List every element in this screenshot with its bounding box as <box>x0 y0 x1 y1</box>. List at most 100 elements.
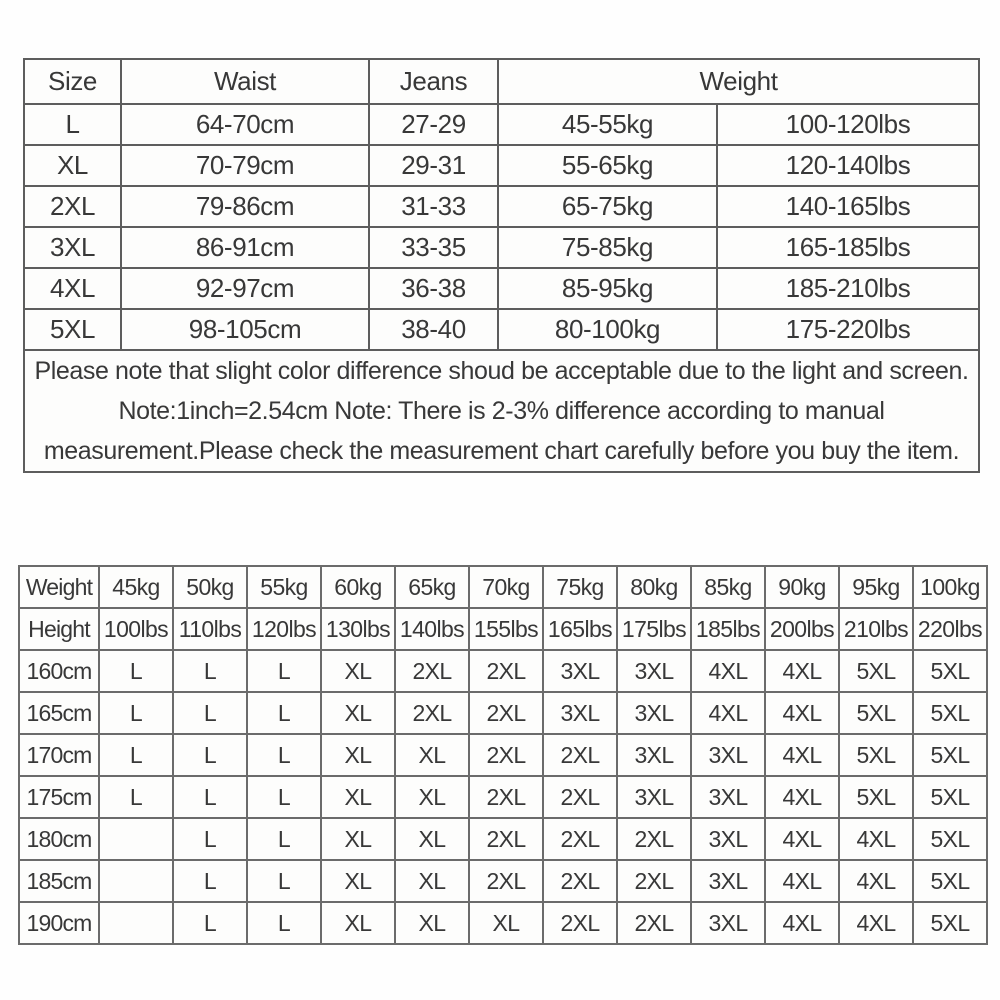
size-value-cell: 3XL <box>616 733 692 777</box>
size-value-cell: 2XL <box>616 859 692 903</box>
size-conversion-table: Size Waist Jeans Weight L 64-70cm 27-29 … <box>23 58 980 473</box>
size-value-cell: 3XL <box>690 817 766 861</box>
size-value-cell: 2XL <box>468 775 544 819</box>
size-value-cell: 2XL <box>394 691 470 735</box>
weight-kg-cell: 85-95kg <box>497 267 718 310</box>
size-value-cell: 2XL <box>468 733 544 777</box>
weight-kg-cell: 80-100kg <box>497 308 718 351</box>
size-value-cell: 2XL <box>468 859 544 903</box>
table-row: L 64-70cm 27-29 45-55kg 100-120lbs <box>23 103 980 146</box>
size-value-cell: L <box>246 817 322 861</box>
jeans-cell: 33-35 <box>368 226 499 269</box>
size-value-cell: 4XL <box>764 859 840 903</box>
jeans-cell: 29-31 <box>368 144 499 187</box>
size-value-cell: L <box>246 775 322 819</box>
size-value-cell: XL <box>394 775 470 819</box>
size-value-cell: XL <box>394 859 470 903</box>
size-value-cell <box>98 901 174 945</box>
weight-lbs-header: 140lbs <box>394 607 470 651</box>
size-value-cell: 5XL <box>838 649 914 693</box>
weight-kg-cell: 65-75kg <box>497 185 718 228</box>
jeans-cell: 27-29 <box>368 103 499 146</box>
size-value-cell: XL <box>320 733 396 777</box>
height-label-cell: Height <box>18 607 100 651</box>
table-row: 5XL 98-105cm 38-40 80-100kg 175-220lbs <box>23 308 980 351</box>
size-value-cell: 4XL <box>764 901 840 945</box>
weight-label-cell: Weight <box>18 565 100 609</box>
fit-row: 170cm L L L XL XL 2XL 2XL 3XL 3XL 4XL 5X… <box>18 733 988 777</box>
size-value-cell: 5XL <box>912 649 988 693</box>
size-value-cell: 4XL <box>690 691 766 735</box>
fit-row: 165cm L L L XL 2XL 2XL 3XL 3XL 4XL 4XL 5… <box>18 691 988 735</box>
size-value-cell: XL <box>394 733 470 777</box>
weight-lbs-cell: 120-140lbs <box>716 144 980 187</box>
size-value-cell: 4XL <box>764 733 840 777</box>
weight-lbs-cell: 140-165lbs <box>716 185 980 228</box>
waist-cell: 86-91cm <box>120 226 370 269</box>
size-value-cell: 4XL <box>838 901 914 945</box>
size-cell: 3XL <box>23 226 122 269</box>
col-header-size: Size <box>23 58 122 105</box>
size-value-cell: L <box>98 691 174 735</box>
weight-lbs-header: 130lbs <box>320 607 396 651</box>
height-cell: 175cm <box>18 775 100 819</box>
size-value-cell: 5XL <box>912 691 988 735</box>
waist-cell: 79-86cm <box>120 185 370 228</box>
weight-kg-cell: 75-85kg <box>497 226 718 269</box>
size-value-cell: 4XL <box>764 775 840 819</box>
col-header-waist: Waist <box>120 58 370 105</box>
weight-lbs-header: 175lbs <box>616 607 692 651</box>
size-value-cell: XL <box>394 817 470 861</box>
size-cell: XL <box>23 144 122 187</box>
weight-kg-header: 45kg <box>98 565 174 609</box>
fit-table-weight-lbs-row: Height 100lbs 110lbs 120lbs 130lbs 140lb… <box>18 607 988 651</box>
waist-cell: 92-97cm <box>120 267 370 310</box>
size-value-cell: L <box>98 649 174 693</box>
weight-lbs-cell: 165-185lbs <box>716 226 980 269</box>
weight-kg-header: 95kg <box>838 565 914 609</box>
weight-lbs-header: 120lbs <box>246 607 322 651</box>
size-value-cell: XL <box>320 901 396 945</box>
size-value-cell: 4XL <box>764 649 840 693</box>
notes-row: Please note that slight color difference… <box>23 349 980 473</box>
weight-kg-header: 50kg <box>172 565 248 609</box>
table-row: 4XL 92-97cm 36-38 85-95kg 185-210lbs <box>23 267 980 310</box>
size-value-cell: 2XL <box>468 691 544 735</box>
height-cell: 190cm <box>18 901 100 945</box>
size-cell: L <box>23 103 122 146</box>
waist-cell: 98-105cm <box>120 308 370 351</box>
size-value-cell: L <box>172 817 248 861</box>
weight-lbs-header: 185lbs <box>690 607 766 651</box>
weight-kg-header: 75kg <box>542 565 618 609</box>
size-value-cell: 2XL <box>616 901 692 945</box>
weight-kg-cell: 45-55kg <box>497 103 718 146</box>
size-value-cell: XL <box>320 691 396 735</box>
size-value-cell: L <box>98 733 174 777</box>
size-value-cell: XL <box>320 817 396 861</box>
height-cell: 170cm <box>18 733 100 777</box>
size-value-cell: 5XL <box>912 859 988 903</box>
size-value-cell: 2XL <box>542 775 618 819</box>
size-value-cell: L <box>172 859 248 903</box>
weight-lbs-header: 210lbs <box>838 607 914 651</box>
weight-lbs-header: 200lbs <box>764 607 840 651</box>
size-value-cell: 5XL <box>912 733 988 777</box>
weight-kg-cell: 55-65kg <box>497 144 718 187</box>
fit-row: 185cm L L XL XL 2XL 2XL 2XL 3XL 4XL 4XL … <box>18 859 988 903</box>
size-value-cell: 3XL <box>690 775 766 819</box>
height-cell: 160cm <box>18 649 100 693</box>
size-table-header-row: Size Waist Jeans Weight <box>23 58 980 105</box>
size-value-cell: 3XL <box>542 649 618 693</box>
table-row: 2XL 79-86cm 31-33 65-75kg 140-165lbs <box>23 185 980 228</box>
size-value-cell: 5XL <box>912 817 988 861</box>
size-value-cell: 5XL <box>838 733 914 777</box>
size-value-cell: XL <box>320 859 396 903</box>
height-cell: 180cm <box>18 817 100 861</box>
size-value-cell: L <box>246 733 322 777</box>
size-value-cell: XL <box>468 901 544 945</box>
size-value-cell: 2XL <box>542 859 618 903</box>
size-value-cell: L <box>172 775 248 819</box>
size-value-cell: 3XL <box>690 901 766 945</box>
size-value-cell: 5XL <box>912 901 988 945</box>
size-value-cell: 4XL <box>690 649 766 693</box>
